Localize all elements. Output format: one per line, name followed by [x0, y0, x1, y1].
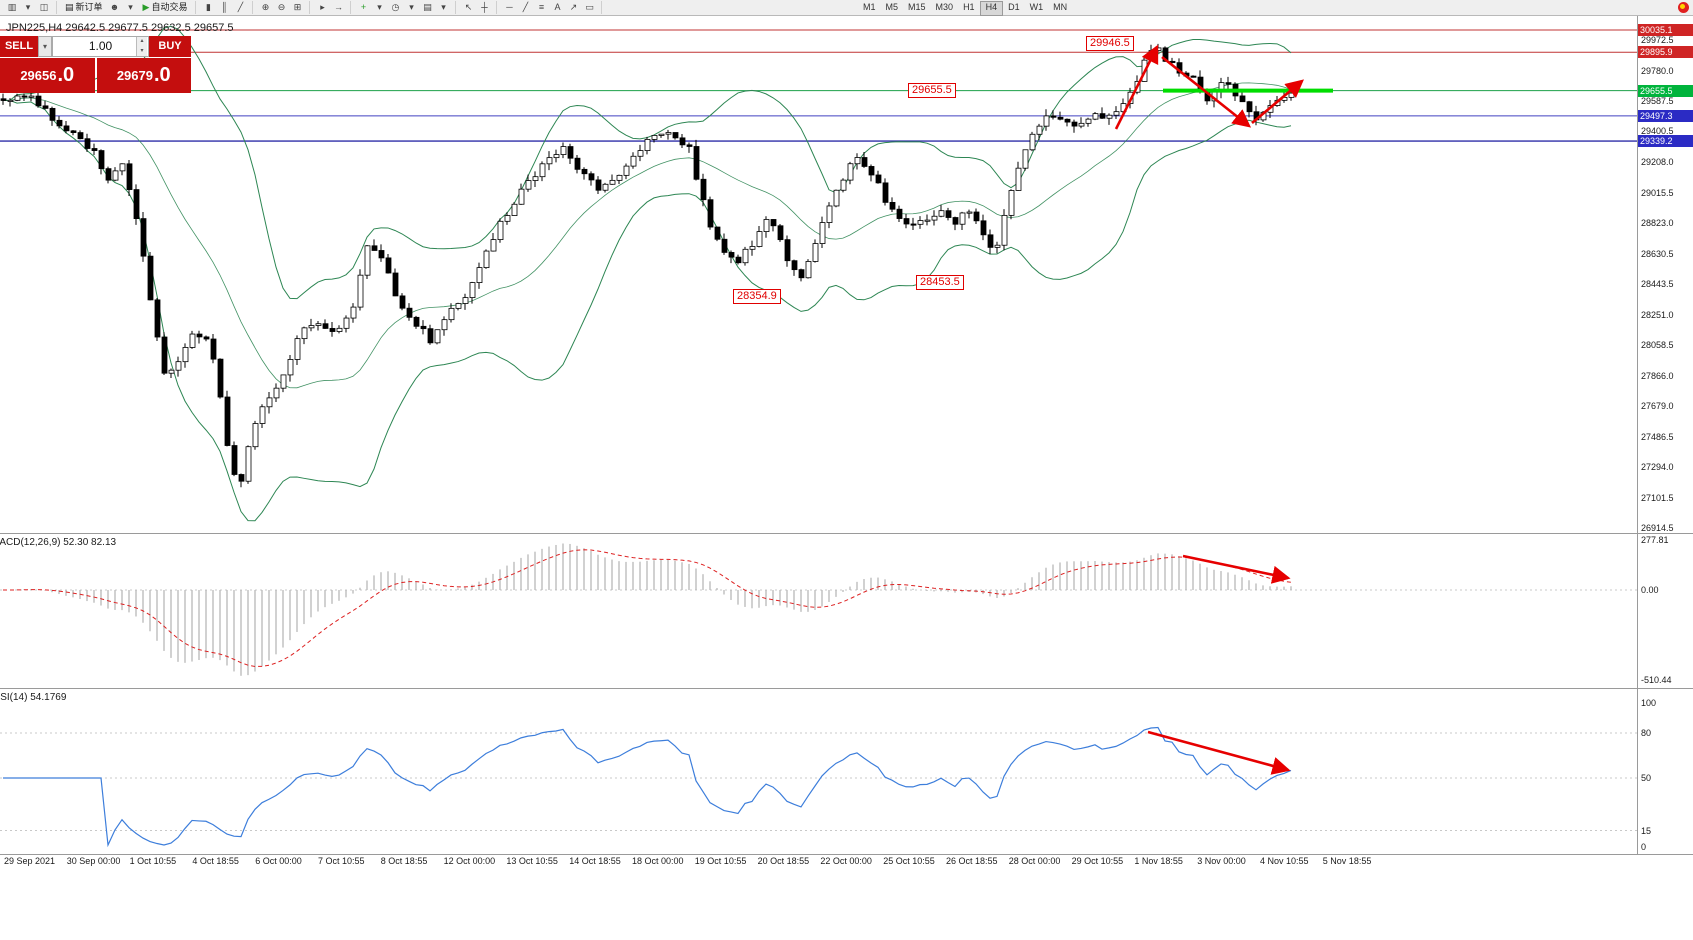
new-order-button[interactable]: ▤ 新订单	[61, 1, 107, 14]
zoom-out-button[interactable]: ⊖	[277, 2, 286, 12]
new-order-button-label: 新订单	[75, 2, 103, 12]
timeframe-m30[interactable]: M30	[935, 2, 954, 12]
crosshair-button[interactable]: ┼	[481, 2, 488, 12]
tile-windows-button[interactable]: ⊞	[293, 2, 302, 12]
order-type-dropdown[interactable]: ▾	[38, 36, 52, 57]
chart-shift-button[interactable]: →	[333, 2, 343, 12]
line-view-button[interactable]: ╱	[237, 2, 244, 12]
periods-button[interactable]: ◷	[391, 2, 400, 12]
timeframe-mn[interactable]: MN	[1053, 2, 1068, 12]
trendline-button[interactable]: ╱	[522, 2, 529, 12]
sell-price[interactable]: 29656.0	[0, 58, 95, 93]
volume-stepper: ▴ ▾	[136, 37, 147, 56]
profiles-button[interactable]: ◫	[39, 2, 49, 12]
timeframe-w1[interactable]: W1	[1029, 2, 1044, 12]
main-chart-panel[interactable]	[0, 16, 1637, 533]
zoom-in-button[interactable]: ⊕	[261, 2, 270, 12]
candlestick-view-button[interactable]: ▮	[205, 2, 211, 12]
timeframe-switcher: M1 M5 M15 M30 H1 H4 D1 W1 MN	[858, 1, 1072, 16]
arrows-tool-button[interactable]: ↗	[569, 2, 578, 12]
navigator-dropdown[interactable]: ▾	[128, 2, 133, 12]
auto-trading-button-icon: ▶	[142, 2, 150, 12]
new-order-button-icon: ▤	[65, 2, 74, 12]
rsi-panel[interactable]	[0, 689, 1637, 854]
horizontal-line-button[interactable]: ─	[506, 2, 513, 12]
buy-price[interactable]: 29679.0	[96, 58, 191, 93]
connection-status-icon	[1678, 2, 1689, 13]
sell-button[interactable]: SELL	[0, 36, 38, 57]
indicators-button[interactable]: +	[360, 2, 367, 12]
volume-down-icon[interactable]: ▾	[136, 46, 147, 56]
periods-dropdown[interactable]: ▾	[409, 2, 414, 12]
auto-trading-button[interactable]: ▶ 自动交易	[139, 1, 192, 14]
navigator-button[interactable]: ☻	[109, 2, 120, 12]
auto-trading-button-label: 自动交易	[151, 2, 188, 12]
new-chart-dropdown[interactable]: ▾	[25, 2, 31, 12]
auto-scroll-button[interactable]: ▸	[320, 2, 325, 12]
new-chart-button[interactable]: ▥	[7, 2, 17, 12]
bar-view-button[interactable]: ║	[221, 2, 228, 12]
timeframe-m1[interactable]: M1	[863, 2, 876, 12]
chart-title: JPN225,H4 29642.5 29677.5 29632.5 29657.…	[6, 22, 234, 34]
volume-value: 1.00	[88, 39, 113, 53]
time-axis[interactable]	[0, 854, 1637, 870]
volume-input[interactable]: 1.00 ▴ ▾	[52, 36, 149, 57]
timeframe-h4[interactable]: H4	[979, 1, 1004, 16]
macd-panel[interactable]	[0, 534, 1637, 688]
toolbar: ▥ ▾ ◫ ▤ 新订单 ☻ ▾ ▶ 自动交易 ▮ ║ ╱ ⊕ ⊖ ⊞ ▸ → + ▾ ◷ ▾ ▤ ▾ ↖ ┼ ─ ╱ ≡ A ↗ ▭	[0, 0, 1693, 16]
timeframe-d1[interactable]: D1	[1008, 2, 1020, 12]
fibonacci-button[interactable]: ≡	[538, 2, 545, 12]
shapes-tool-button[interactable]: ▭	[585, 2, 594, 12]
volume-up-icon[interactable]: ▴	[136, 37, 147, 47]
text-tool-button[interactable]: A	[554, 2, 561, 12]
buy-button[interactable]: BUY	[149, 36, 191, 57]
one-click-trading-panel: SELL ▾ 1.00 ▴ ▾ BUY 29656.0 29679.0	[0, 36, 191, 93]
price-scale[interactable]	[1637, 16, 1693, 854]
timeframe-h1[interactable]: H1	[963, 2, 975, 12]
timeframe-m5[interactable]: M5	[885, 2, 899, 12]
templates-dropdown[interactable]: ▾	[441, 2, 446, 12]
templates-button[interactable]: ▤	[423, 2, 432, 12]
indicators-dropdown[interactable]: ▾	[377, 2, 382, 12]
timeframe-m15[interactable]: M15	[908, 2, 926, 12]
cursor-button[interactable]: ↖	[464, 2, 473, 12]
